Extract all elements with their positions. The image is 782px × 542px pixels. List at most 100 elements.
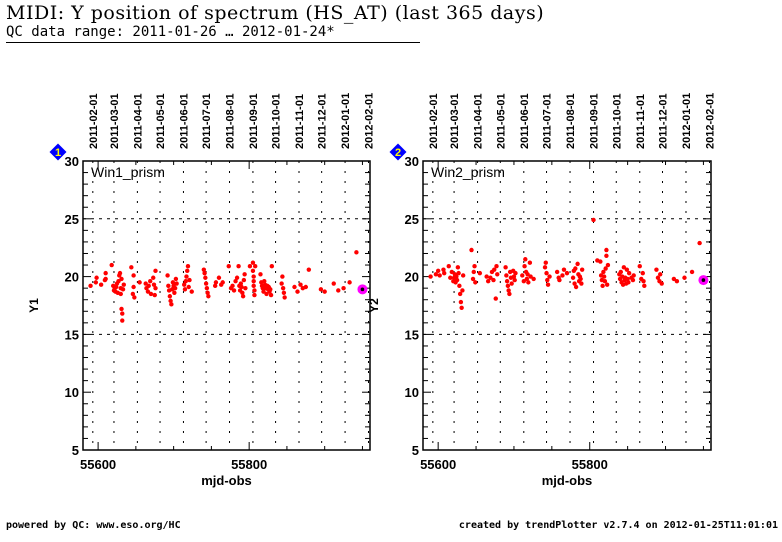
data-point: [153, 268, 158, 274]
data-point: [187, 277, 192, 283]
data-point: [542, 265, 548, 270]
date-tick-label: 2011-02-01: [88, 93, 100, 149]
data-point: [238, 281, 244, 286]
date-tick-label: 2011-07-01: [542, 93, 554, 149]
y-tick-label: 20: [405, 270, 419, 285]
date-tick-label: 2011-12-01: [657, 93, 669, 149]
y-tick-label: 25: [65, 212, 79, 227]
data-point: [103, 276, 108, 282]
data-point: [182, 282, 187, 287]
data-point: [626, 270, 632, 276]
data-point: [93, 280, 99, 285]
data-point: [250, 260, 256, 265]
data-point: [243, 285, 248, 291]
data-point: [212, 283, 218, 289]
data-point: [151, 282, 157, 287]
date-tick-label: 2011-05-01: [495, 93, 507, 149]
date-tick-label: 2012-02-01: [704, 93, 716, 149]
data-point: [630, 277, 636, 283]
date-tick-label: 2011-08-01: [565, 93, 577, 149]
data-point: [129, 265, 134, 270]
data-point: [557, 277, 562, 283]
data-point: [331, 281, 336, 286]
data-point: [241, 277, 247, 283]
data-point: [488, 275, 493, 280]
x-tick-label: 55800: [572, 457, 608, 472]
data-point: [509, 281, 514, 286]
data-point: [131, 273, 136, 278]
date-tick-label: 2011-09-01: [589, 93, 601, 149]
data-point: [458, 299, 464, 305]
data-point: [523, 257, 528, 262]
data-point: [146, 283, 151, 289]
data-point: [201, 267, 207, 272]
data-point: [168, 298, 173, 304]
x-tick-label: 55800: [231, 457, 267, 472]
data-point: [258, 272, 263, 277]
data-point: [292, 284, 297, 290]
data-point: [322, 289, 327, 294]
date-tick-label: 2011-10-01: [611, 93, 623, 149]
data-point: [600, 283, 605, 289]
data-point: [151, 275, 156, 280]
date-tick-label: 2011-07-01: [201, 93, 213, 149]
data-point: [204, 285, 210, 291]
y-axis-label: Y2: [367, 298, 381, 313]
data-point: [206, 294, 211, 299]
data-point: [165, 273, 170, 278]
y-tick-label: 5: [412, 443, 419, 458]
title-underline: [6, 42, 420, 43]
data-point: [213, 280, 219, 285]
date-tick-label: 2011-08-01: [225, 93, 237, 149]
y-tick-label: 10: [65, 385, 79, 400]
data-point: [469, 247, 474, 253]
date-tick-label: 2011-05-01: [155, 93, 167, 149]
date-tick-label: 2011-02-01: [428, 93, 440, 149]
y-tick-label: 30: [405, 154, 419, 169]
date-tick-label: 2012-01-01: [681, 93, 693, 149]
latest-point: [701, 278, 706, 282]
data-point: [118, 291, 123, 297]
data-point: [504, 273, 509, 278]
data-point: [603, 266, 608, 271]
data-point: [295, 289, 300, 294]
data-point: [143, 281, 148, 286]
panel-2: 5 10 15 20 25 30 55600 55800 2011-02-01 2011-03-0…: [367, 93, 716, 488]
data-point: [457, 291, 463, 297]
y-tick-label: 15: [405, 327, 419, 342]
data-point: [242, 272, 247, 277]
data-point: [659, 281, 664, 286]
data-point: [433, 272, 439, 277]
data-point: [654, 267, 659, 272]
data-point: [98, 282, 104, 287]
data-point: [625, 276, 630, 282]
data-point: [446, 263, 451, 269]
x-axis-label: mjd-obs: [542, 473, 593, 488]
data-point: [494, 263, 499, 269]
data-point: [598, 259, 603, 264]
data-point: [298, 282, 303, 287]
data-point: [117, 270, 123, 276]
panel-number-diamond-icon: [389, 143, 407, 161]
data-point: [655, 275, 661, 280]
data-point: [231, 288, 237, 293]
data-point: [640, 270, 645, 276]
data-point: [132, 295, 137, 300]
data-point: [570, 275, 576, 280]
panel-number: 1: [55, 147, 61, 159]
data-point: [618, 269, 624, 275]
data-point: [94, 275, 99, 280]
data-point: [441, 267, 446, 272]
data-point: [173, 276, 179, 282]
data-point: [240, 290, 245, 295]
data-point: [282, 295, 287, 300]
data-point: [492, 267, 497, 272]
date-tick-label: 2011-04-01: [473, 93, 485, 149]
data-point: [544, 270, 549, 276]
data-point: [573, 266, 578, 271]
date-tick-label: 2012-02-01: [363, 93, 375, 149]
data-point: [591, 217, 596, 223]
data-point: [689, 269, 695, 275]
data-point: [601, 274, 607, 279]
